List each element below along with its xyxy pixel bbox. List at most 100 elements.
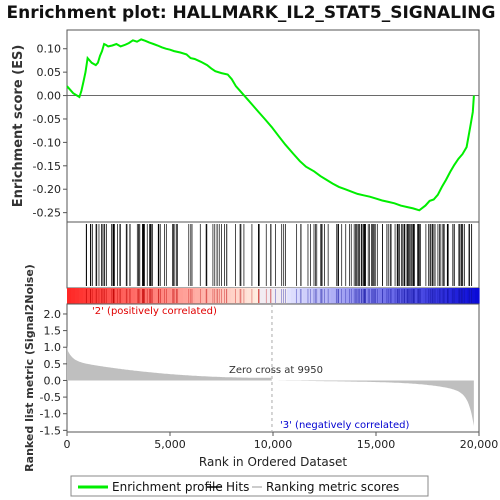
gradient-cell (439, 288, 444, 304)
metric-y-ticks: 2.0 1.5 1.0 0.5 0.0 -0.5 -1.0 -1.5 (40, 308, 67, 437)
es-tick-label: -0.25 (33, 207, 61, 220)
gradient-cell (119, 288, 124, 304)
enrichment-profile-line (66, 38, 475, 212)
gradient-cell (75, 288, 80, 304)
gradient-cell (155, 288, 160, 304)
gradient-cell (279, 288, 284, 304)
es-tick-label: -0.05 (33, 113, 61, 126)
gradient-cell (315, 288, 320, 304)
metric-tick-label: -1.0 (40, 408, 61, 421)
gradient-cell (199, 288, 204, 304)
gradient-cell (159, 288, 164, 304)
legend-enrichment-label: Enrichment profile (112, 480, 223, 494)
gradient-cell (459, 288, 464, 304)
es-tick-label: -0.20 (33, 183, 61, 196)
gradient-cell (255, 288, 260, 304)
gradient-cell (191, 288, 196, 304)
es-tick-label: 0.05 (37, 66, 62, 79)
gradient-cell (291, 288, 296, 304)
gradient-cell (79, 288, 84, 304)
metric-tick-label: 1.5 (44, 325, 62, 338)
gradient-cell (307, 288, 312, 304)
gradient-cell (263, 288, 268, 304)
gradient-cell (167, 288, 172, 304)
gradient-cell (443, 288, 448, 304)
rank-gradient-bar (67, 288, 480, 304)
gradient-cell (87, 288, 92, 304)
es-tick-label: -0.15 (33, 160, 61, 173)
gradient-cell (235, 288, 240, 304)
gradient-cell (435, 288, 440, 304)
x-tick-label: 20,000 (460, 438, 499, 451)
gradient-cell (131, 288, 136, 304)
x-tick-label: 0 (64, 438, 71, 451)
x-tick-label: 15,000 (357, 438, 396, 451)
gradient-cell (347, 288, 352, 304)
legend: Enrichment profile Hits Ranking metric s… (70, 475, 429, 497)
negative-correlation-label: '3' (negatively correlated) (280, 420, 409, 431)
gradient-cell (103, 288, 108, 304)
gradient-cell (403, 288, 408, 304)
gradient-cell (467, 288, 472, 304)
gradient-cell (143, 288, 148, 304)
es-y-axis-label: Enrichment score (ES) (11, 45, 26, 208)
x-axis-ticks: 0 5,000 10,000 15,000 20,000 (64, 432, 499, 451)
x-tick-label: 5,000 (154, 438, 186, 451)
gradient-cell (231, 288, 236, 304)
gradient-cell (351, 288, 356, 304)
metric-plot-area (66, 303, 480, 433)
gradient-cell (355, 288, 360, 304)
metric-tick-label: -1.5 (40, 424, 61, 437)
gradient-cell (83, 288, 88, 304)
gradient-cell (475, 288, 480, 304)
gradient-cell (327, 288, 332, 304)
legend-metric-label: Ranking metric scores (266, 480, 399, 494)
gradient-cell (259, 288, 264, 304)
gradient-cell (227, 288, 232, 304)
gradient-cell (447, 288, 452, 304)
metric-panel: 2.0 1.5 1.0 0.5 0.0 -0.5 -1.0 -1.5 '2' (positiv… (23, 264, 480, 472)
gradient-cell (423, 288, 428, 304)
gradient-cell (139, 288, 144, 304)
gradient-cell (379, 288, 384, 304)
gradient-cell (183, 288, 188, 304)
gradient-cell (243, 288, 248, 304)
gradient-cell (151, 288, 156, 304)
gradient-cell (331, 288, 336, 304)
gradient-cell (223, 288, 228, 304)
gradient-cell (427, 288, 432, 304)
gradient-cell (67, 288, 72, 304)
gradient-cell (163, 288, 168, 304)
gradient-cell (471, 288, 476, 304)
gradient-cell (207, 288, 212, 304)
gradient-cell (419, 288, 424, 304)
chart-title: Enrichment plot: HALLMARK_IL2_STAT5_SIGN… (7, 3, 496, 23)
gradient-cell (335, 288, 340, 304)
es-plot-area (66, 29, 480, 223)
legend-hits-label: Hits (226, 480, 249, 494)
gradient-cell (323, 288, 328, 304)
metric-tick-label: 2.0 (44, 308, 62, 321)
hit-marks (85, 224, 473, 286)
gradient-cell (451, 288, 456, 304)
gradient-cell (271, 288, 276, 304)
es-tick-label: 0.00 (37, 90, 62, 103)
metric-tick-label: 0.5 (44, 358, 62, 371)
gradient-cell (147, 288, 152, 304)
gradient-cell (91, 288, 96, 304)
es-tick-label: -0.10 (33, 136, 61, 149)
positive-correlation-label: '2' (positively correlated) (92, 306, 217, 317)
gradient-cell (211, 288, 216, 304)
gradient-cell (187, 288, 192, 304)
gradient-cell (311, 288, 316, 304)
gradient-cell (303, 288, 308, 304)
gradient-cell (343, 288, 348, 304)
gradient-cell (95, 288, 100, 304)
es-y-ticks: 0.10 0.05 0.00 -0.05 -0.10 -0.15 -0.20 -0.25 (33, 43, 67, 220)
gradient-cell (203, 288, 208, 304)
gradient-cell (295, 288, 300, 304)
gradient-cell (179, 288, 184, 304)
gradient-cell (463, 288, 468, 304)
gradient-cell (391, 288, 396, 304)
